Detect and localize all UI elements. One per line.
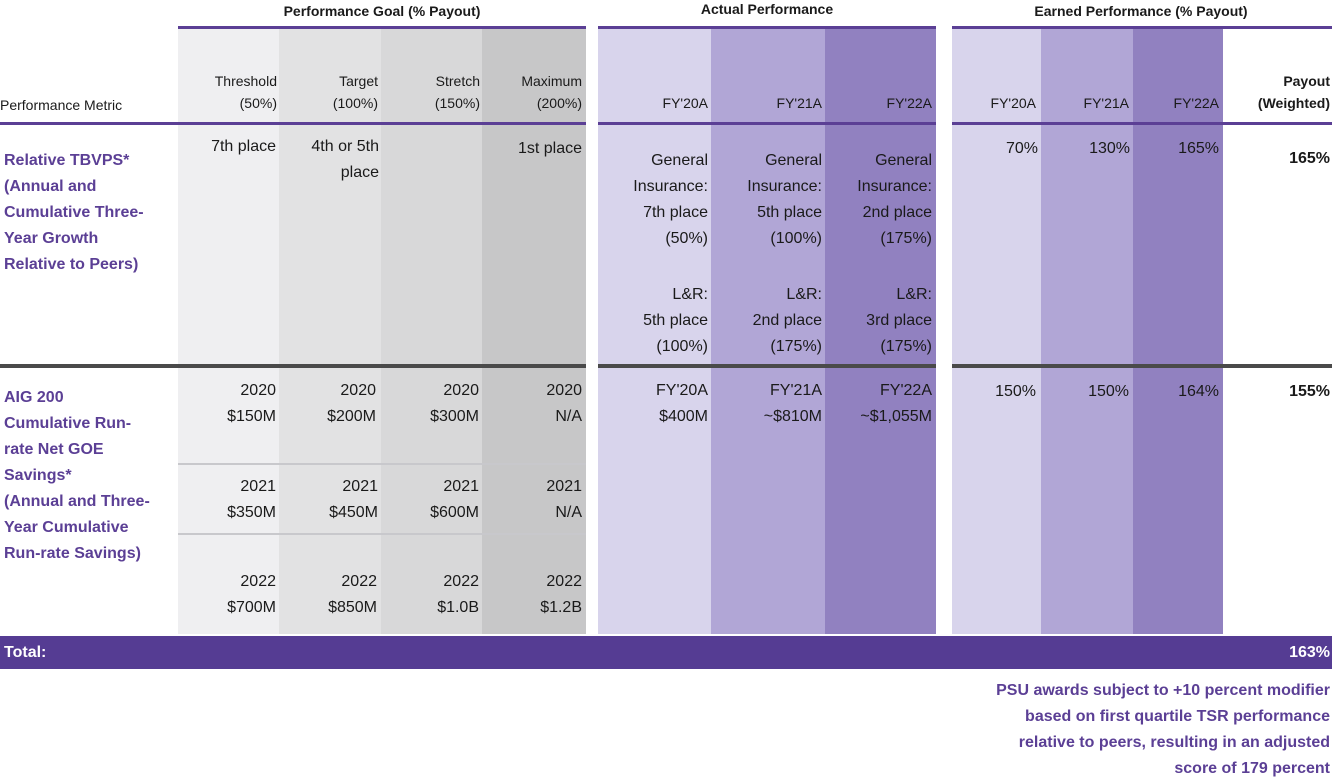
header-rule-earned [952, 122, 1332, 125]
performance-metric-header: Performance Metric [0, 97, 123, 113]
goal-2021-target: 2021 $450M [329, 478, 378, 521]
goal-2020-stretch: 2020 $300M [430, 382, 479, 425]
earned-performance-header: Earned Performance (% Payout) [1034, 3, 1248, 19]
threshold-column-bg [178, 28, 279, 634]
goal-2020-target: 2020 $200M [327, 382, 376, 425]
row1-threshold: 7th place [211, 138, 276, 155]
metric-aig200-goe-savings: AIG 200 Cumulative Run- rate Net GOE Sav… [4, 389, 150, 562]
maximum-column-bg [482, 28, 586, 634]
header-rule-goal [0, 122, 586, 125]
total-label: Total: [4, 644, 47, 661]
row2-earned-fy20: 150% [995, 383, 1036, 400]
goal-2020-threshold: 2020 $150M [227, 382, 276, 425]
row-separator-goal [0, 364, 586, 368]
total-row: Total: 163% [0, 636, 1332, 669]
earned-fy21-column-bg [1041, 28, 1133, 634]
row1-actual-fy21: General Insurance: 5th place (100%) L&R:… [747, 152, 822, 355]
goal-2022-target: 2022 $850M [328, 573, 377, 616]
target-column-bg [279, 28, 381, 634]
row2-actual-fy20: FY'20A $400M [656, 382, 708, 425]
goal-2021-stretch: 2021 $600M [430, 478, 479, 521]
goal-2020-maximum: 2020 N/A [546, 382, 582, 425]
goal-year-divider-1 [178, 463, 586, 465]
earned-fy20-column-bg [952, 28, 1041, 634]
goal-year-divider-2 [178, 533, 586, 535]
row-separator-actual [598, 364, 936, 368]
actual-fy21-header: FY'21A [776, 95, 822, 111]
goal-header-rule [178, 26, 586, 29]
goal-2022-threshold: 2022 $700M [227, 573, 276, 616]
goal-2021-maximum: 2021 N/A [546, 478, 582, 521]
row2-actual-fy21: FY'21A ~$810M [763, 382, 822, 425]
header-rule-actual [598, 122, 936, 125]
performance-goal-header: Performance Goal (% Payout) [283, 3, 481, 19]
earned-fy22-header: FY'22A [1173, 95, 1219, 111]
row2-earned-fy21: 150% [1088, 383, 1129, 400]
payout-header: Payout (Weighted) [1257, 73, 1330, 111]
target-header: Target (100%) [332, 73, 378, 111]
earned-fy21-header: FY'21A [1083, 95, 1129, 111]
actual-header-rule [598, 26, 936, 29]
row1-earned-fy20: 70% [1005, 140, 1038, 157]
psu-modifier-note: PSU awards subject to +10 percent modifi… [996, 682, 1330, 777]
actual-fy20-header: FY'20A [662, 95, 708, 111]
goal-2022-maximum: 2022 $1.2B [540, 573, 582, 616]
stretch-header: Stretch (150%) [434, 73, 480, 111]
row1-earned-fy21: 130% [1089, 140, 1130, 157]
actual-fy20-column-bg [598, 28, 711, 634]
row1-actual-fy20: General Insurance: 7th place (50%) L&R: … [633, 152, 708, 355]
earned-header-rule [952, 26, 1332, 29]
actual-fy22-column-bg [825, 28, 936, 634]
goal-2022-stretch: 2022 $1.0B [437, 573, 479, 616]
metric-relative-tbvps: Relative TBVPS* (Annual and Cumulative T… [4, 152, 144, 273]
threshold-header: Threshold (50%) [214, 73, 277, 111]
actual-performance-header: Actual Performance [700, 1, 834, 17]
actual-fy21-column-bg [711, 28, 825, 634]
earned-fy22-column-bg [1133, 28, 1223, 634]
stretch-column-bg [381, 28, 482, 634]
row1-actual-fy22: General Insurance: 2nd place (175%) L&R:… [857, 152, 932, 355]
row1-earned-fy22: 165% [1178, 140, 1219, 157]
row2-earned-fy22: 164% [1178, 383, 1219, 400]
total-value: 163% [1289, 644, 1330, 661]
row2-actual-fy22: FY'22A ~$1,055M [860, 382, 932, 425]
row1-payout: 165% [1289, 150, 1330, 167]
goal-2021-threshold: 2021 $350M [227, 478, 276, 521]
maximum-header: Maximum (200%) [521, 73, 582, 111]
actual-fy22-header: FY'22A [886, 95, 932, 111]
row-separator-earned [952, 364, 1332, 368]
row1-target: 4th or 5th place [311, 138, 379, 181]
row1-maximum: 1st place [517, 140, 582, 157]
row2-payout: 155% [1289, 383, 1330, 400]
earned-fy20-header: FY'20A [990, 95, 1036, 111]
